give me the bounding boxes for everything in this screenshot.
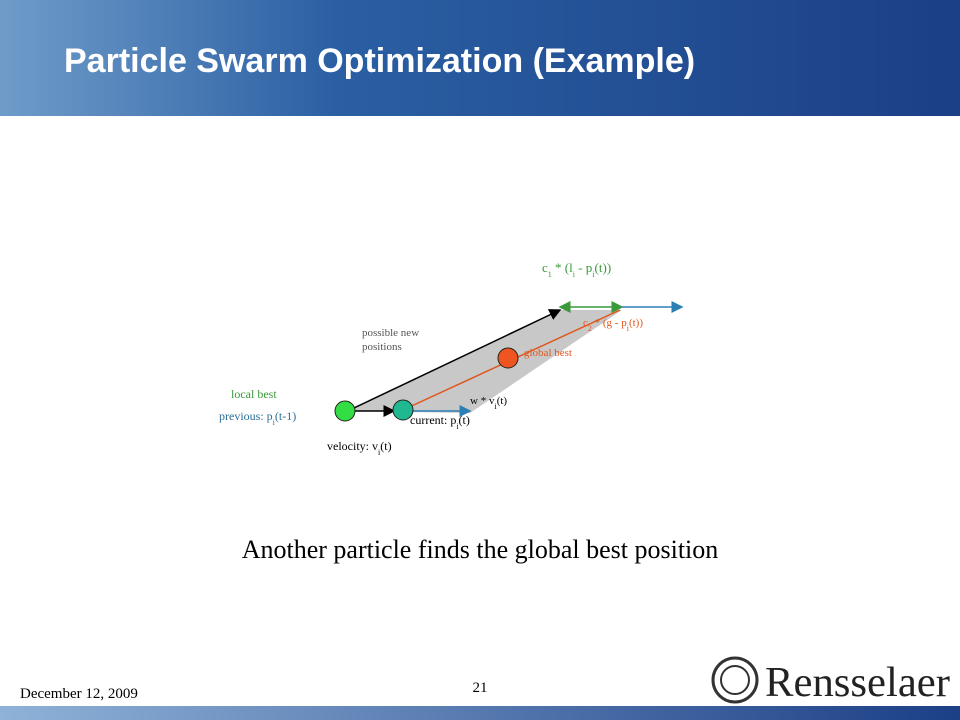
text-part: c	[583, 317, 588, 329]
seal	[711, 656, 759, 704]
subscript: i	[573, 270, 576, 279]
label: current: pi(t)	[410, 413, 470, 431]
text-part: velocity: v	[327, 439, 378, 453]
caption: Another particle finds the global best p…	[242, 535, 719, 564]
label: w * vi(t)	[470, 395, 507, 411]
text-part: current: p	[410, 413, 456, 427]
subscript: i	[592, 270, 595, 279]
seal	[720, 665, 750, 695]
arrow	[351, 309, 562, 410]
subscript: i	[627, 324, 630, 333]
text-part: previous: p	[219, 409, 273, 423]
label: global best	[524, 347, 572, 359]
local-best-node	[334, 400, 356, 422]
text-part: * (g - p	[592, 317, 627, 329]
logo: Rensselaer	[765, 660, 950, 706]
title: Particle Swarm Optimization (Example)	[64, 42, 695, 80]
label: c2 * (g - pi(t))	[583, 317, 643, 333]
page-number: 21	[473, 680, 488, 696]
text-part: c	[542, 260, 548, 275]
label: possible new	[362, 327, 419, 339]
text-part: * (l	[552, 260, 573, 275]
header-band	[0, 0, 960, 116]
current-node	[392, 399, 414, 421]
subscript: i	[378, 448, 381, 457]
region	[345, 310, 622, 413]
label: previous: pi(t-1)	[219, 409, 296, 427]
footer-date: December 12, 2009	[20, 686, 138, 702]
subscript: 1	[548, 270, 552, 279]
label: c1 * (li - pi(t))	[542, 260, 611, 279]
text-part: (t)	[497, 395, 508, 407]
subscript: 2	[588, 324, 592, 333]
subscript: i	[456, 422, 459, 431]
label: local best	[231, 387, 277, 401]
label: positions	[362, 341, 402, 353]
text-part: (t))	[629, 317, 643, 329]
text-part: - p	[575, 260, 592, 275]
text-part: (t)	[459, 413, 470, 427]
subscript: i	[494, 402, 497, 411]
text-part: (t-1)	[275, 409, 296, 423]
text-part: (t))	[595, 260, 612, 275]
label: velocity: vi(t)	[327, 439, 392, 457]
global-best-node	[497, 347, 519, 369]
subscript: i	[273, 418, 276, 427]
text-part: w * v	[470, 395, 495, 407]
footer-band	[0, 706, 960, 720]
text-part: (t)	[380, 439, 391, 453]
